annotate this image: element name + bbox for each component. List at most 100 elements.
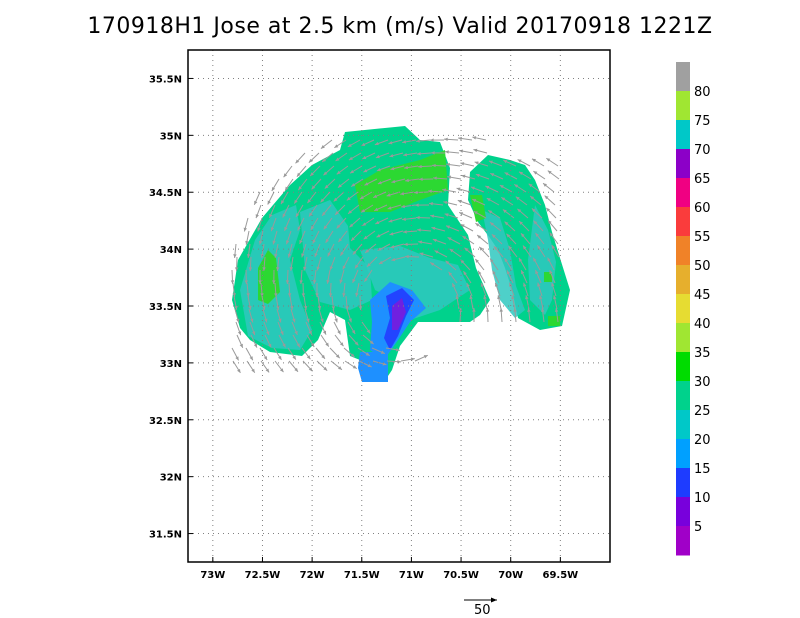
wind-arrow-head — [472, 199, 477, 203]
wind-arrow-head — [254, 200, 258, 205]
lon-label: 71.5W — [344, 570, 380, 581]
wind-arrow-head — [518, 171, 523, 176]
wind-arrow-head — [417, 152, 421, 156]
wind-arrow-head — [316, 266, 320, 271]
wind-arrow-head — [320, 198, 325, 203]
wind-arrow-head — [515, 196, 520, 201]
wind-arrow-head — [287, 293, 292, 297]
wind-arrow-head — [285, 186, 289, 191]
wind-arrow-head — [544, 195, 549, 200]
wind-arrow-head — [483, 295, 487, 300]
lat-label: 31.5N — [149, 530, 182, 541]
lat-label: 33N — [160, 359, 182, 370]
wind-arrow-head — [283, 173, 288, 178]
wind-arrow-head — [243, 227, 247, 232]
wind-arrow-head — [244, 280, 249, 284]
wind-arrow-head — [376, 167, 381, 172]
wind-arrow-head — [531, 208, 536, 213]
wind-arrow-head — [269, 213, 273, 218]
wind-arrow-head — [470, 186, 475, 190]
wind-arrow-head — [364, 277, 368, 282]
lat-label: 35.5N — [149, 74, 182, 85]
wind-arrow-head — [447, 175, 452, 179]
lon-label: 73W — [200, 570, 225, 581]
wind-arrow-head — [415, 203, 419, 207]
wind-arrow-head — [233, 254, 237, 258]
wind-arrow-head — [527, 308, 531, 312]
wind-arrow-head — [262, 305, 266, 310]
lon-label: 70W — [498, 570, 523, 581]
wind-arrow-head — [239, 343, 243, 348]
colorbar-label: 50 — [694, 259, 711, 274]
wind-arrow-head — [376, 234, 381, 238]
wind-arrow-head — [480, 282, 485, 287]
wind-arrow-head — [444, 213, 449, 217]
wind-arrow-head — [230, 280, 235, 284]
wind-arrow-head — [263, 356, 268, 361]
wind-arrow-head — [253, 343, 257, 348]
wind-arrow-head — [533, 171, 538, 175]
wind-arrow-head — [506, 270, 511, 275]
wind-arrow-head — [369, 340, 374, 345]
wind-arrow-head — [442, 188, 447, 192]
wind-arrow-head — [506, 233, 511, 238]
wind-arrow-head — [456, 187, 461, 191]
wind-arrow-head — [234, 305, 238, 310]
wind-arrow-head — [248, 267, 253, 271]
wind-arrow-head — [333, 197, 338, 202]
wind-arrow-head — [459, 212, 464, 216]
wind-arrow-head — [403, 153, 408, 157]
wind-arrow-head — [246, 293, 250, 297]
wind-arrow-head — [335, 211, 339, 215]
wind-arrow-head — [350, 353, 355, 358]
colorbar-swatch — [676, 323, 690, 353]
lon-label: 72.5W — [245, 570, 281, 581]
lon-label: 72W — [300, 570, 325, 581]
lon-label: 71W — [399, 570, 424, 581]
wind-arrow-head — [306, 355, 311, 360]
wind-arrow-head — [490, 222, 494, 226]
wind-arrow-head — [323, 225, 328, 230]
wind-arrow-head — [299, 280, 303, 284]
wind-arrow-head — [492, 270, 496, 275]
wind-arrow-head — [433, 176, 437, 180]
colorbar-label: 55 — [694, 230, 711, 245]
wind-arrow-head — [323, 366, 328, 371]
wind-arrow-head — [358, 306, 363, 310]
map-gridlines — [188, 50, 610, 562]
wind-arrow-head — [361, 208, 366, 213]
wind-arrow-head — [493, 246, 498, 251]
wind-arrow-head — [540, 308, 545, 312]
wind-arrow-head — [537, 245, 541, 250]
wind-arrow-head — [373, 194, 378, 198]
wind-arrow-head — [296, 172, 301, 177]
wind-speed-region — [528, 205, 556, 315]
wind-arrow-head — [311, 185, 316, 190]
wind-arrow-head — [553, 295, 557, 300]
wind-arrow-head — [267, 200, 271, 205]
wind-arrow-head — [546, 207, 551, 212]
wind-arrow-head — [400, 191, 405, 196]
wind-arrow-head — [432, 163, 436, 168]
wind-arrow-head — [285, 240, 290, 245]
wind-arrow-head — [389, 232, 394, 236]
wind-arrow-head — [469, 295, 473, 300]
wind-arrow-head — [350, 169, 355, 174]
wind-arrow-head — [362, 155, 367, 160]
wind-arrow-head — [329, 266, 334, 271]
wind-arrow-head — [292, 318, 296, 323]
wind-arrow-head — [265, 368, 270, 373]
wind-arrow-head — [351, 183, 356, 187]
wind-arrow-head — [485, 185, 490, 190]
wind-arrow-head — [490, 258, 494, 263]
wind-arrow-head — [549, 270, 553, 275]
wind-arrow-head — [547, 257, 551, 262]
wind-arrow-head — [322, 330, 327, 335]
wind-speed-region — [548, 316, 560, 326]
wind-arrow-head — [274, 253, 278, 258]
wind-arrow-head — [310, 172, 314, 176]
wind-arrow-head — [522, 245, 527, 250]
wind-arrow-head — [280, 331, 284, 336]
wind-arrow-head — [539, 295, 543, 300]
wind-arrow-head — [309, 212, 313, 217]
